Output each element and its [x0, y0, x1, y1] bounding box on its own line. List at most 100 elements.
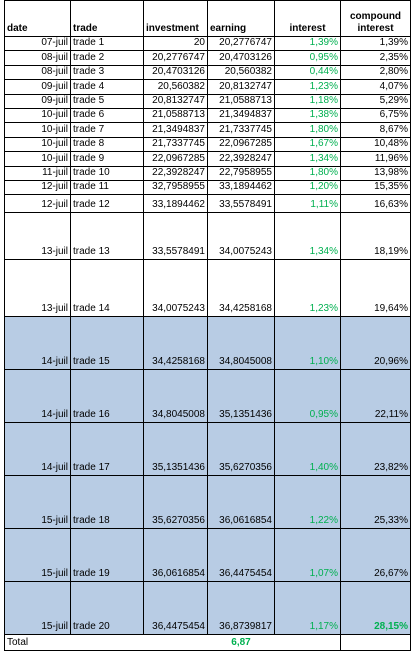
- data-row: 12-juil trade 11 32,7958955 33,1894462 1,20%…: [4, 179, 411, 196]
- cell: 20: [143, 35, 208, 52]
- cell: 36,0616854: [143, 528, 208, 583]
- cell: trade 12: [70, 194, 144, 214]
- header-cell: trade: [70, 0, 144, 37]
- cell: 11-juil: [4, 165, 71, 181]
- cell: 15-juil: [4, 528, 71, 583]
- data-row: 15-juil trade 19 36,0616854 36,4475454 1,07%…: [4, 528, 411, 583]
- empty-cell: [70, 634, 144, 652]
- cell: 19,64%: [340, 259, 411, 318]
- cell: 20,2776747: [207, 35, 275, 52]
- cell: 1,40%: [274, 422, 341, 477]
- total-value: 6,87: [207, 634, 275, 652]
- cell: 1,10%: [274, 316, 341, 371]
- cell: 09-juil: [4, 93, 71, 109]
- data-row: 15-juil trade 18 35,6270356 36,0616854 1,22%…: [4, 475, 411, 530]
- cell: trade 6: [70, 107, 144, 124]
- cell: 6,75%: [340, 107, 411, 124]
- cell: 22,3928247: [207, 151, 275, 167]
- cell: 34,8045008: [143, 369, 208, 424]
- cell: 35,1351436: [143, 422, 208, 477]
- cell: trade 14: [70, 259, 144, 318]
- cell: 35,6270356: [143, 475, 208, 530]
- cell: 21,3494837: [143, 122, 208, 138]
- cell: 33,5578491: [143, 212, 208, 261]
- cell: 26,67%: [340, 528, 411, 583]
- cell: 1,23%: [274, 259, 341, 318]
- cell: trade 15: [70, 316, 144, 371]
- cell: 1,11%: [274, 194, 341, 214]
- cell: trade 5: [70, 93, 144, 109]
- cell: trade 10: [70, 165, 144, 181]
- cell: 0,44%: [274, 64, 341, 81]
- cell: 23,82%: [340, 422, 411, 477]
- cell: trade 3: [70, 64, 144, 81]
- cell: 21,7337745: [207, 122, 275, 138]
- cell: 35,1351436: [207, 369, 275, 424]
- cell: trade 16: [70, 369, 144, 424]
- cell: 0,95%: [274, 369, 341, 424]
- header-cell: investment: [143, 0, 208, 37]
- table-body: 07-juil trade 1 20 20,2776747 1,39% 1,39% 08-j…: [4, 35, 411, 652]
- cell: 8,67%: [340, 122, 411, 138]
- cell: trade 8: [70, 136, 144, 153]
- spreadsheet: date trade investment earning interest compou…: [4, 0, 411, 652]
- cell: trade 17: [70, 422, 144, 477]
- cell: 1,39%: [340, 35, 411, 52]
- cell: 07-juil: [4, 35, 71, 52]
- cell: 22,7958955: [207, 165, 275, 181]
- cell: trade 18: [70, 475, 144, 530]
- cell: 20,4703126: [143, 64, 208, 81]
- cell: 20,560382: [207, 64, 275, 81]
- cell: 22,11%: [340, 369, 411, 424]
- data-row: 08-juil trade 2 20,2776747 20,4703126 0,95% 2…: [4, 50, 411, 66]
- empty-cell: [340, 634, 411, 652]
- cell: 10-juil: [4, 151, 71, 167]
- cell: 1,80%: [274, 165, 341, 181]
- cell: 1,39%: [274, 35, 341, 52]
- cell: 1,38%: [274, 107, 341, 124]
- cell: 21,0588713: [143, 107, 208, 124]
- cell: 0,95%: [274, 50, 341, 66]
- data-row: 10-juil trade 8 21,7337745 22,0967285 1,67% 1…: [4, 136, 411, 153]
- cell: 14-juil: [4, 422, 71, 477]
- data-row: 10-juil trade 9 22,0967285 22,3928247 1,34% 1…: [4, 151, 411, 167]
- total-label: Total: [4, 634, 71, 652]
- cell: 13-juil: [4, 212, 71, 261]
- cell: 09-juil: [4, 79, 71, 95]
- cell: 1,80%: [274, 122, 341, 138]
- cell: trade 11: [70, 179, 144, 196]
- cell: 1,34%: [274, 151, 341, 167]
- cell: 18,19%: [340, 212, 411, 261]
- data-row: 12-juil trade 12 33,1894462 33,5578491 1,11%…: [4, 194, 411, 214]
- cell: 25,33%: [340, 475, 411, 530]
- cell: 33,1894462: [143, 194, 208, 214]
- data-row: 10-juil trade 7 21,3494837 21,7337745 1,80% 8…: [4, 122, 411, 138]
- data-row: 11-juil trade 10 22,3928247 22,7958955 1,80%…: [4, 165, 411, 181]
- cell: 36,4475454: [143, 581, 208, 636]
- empty-cell: [274, 634, 341, 652]
- cell: 10-juil: [4, 107, 71, 124]
- cell: 21,0588713: [207, 93, 275, 109]
- data-row: 13-juil trade 14 34,0075243 34,4258168 1,23%…: [4, 259, 411, 318]
- data-row: 09-juil trade 5 20,8132747 21,0588713 1,18% 5…: [4, 93, 411, 109]
- cell: 20,4703126: [207, 50, 275, 66]
- cell: 16,63%: [340, 194, 411, 214]
- cell: 13-juil: [4, 259, 71, 318]
- cell: 20,8132747: [143, 93, 208, 109]
- cell: 12-juil: [4, 194, 71, 214]
- data-row: 09-juil trade 4 20,560382 20,8132747 1,23% 4,…: [4, 79, 411, 95]
- cell: 28,15%: [340, 581, 411, 636]
- cell: trade 2: [70, 50, 144, 66]
- cell: 10-juil: [4, 136, 71, 153]
- cell: 10-juil: [4, 122, 71, 138]
- cell: 15-juil: [4, 475, 71, 530]
- data-row: 10-juil trade 6 21,0588713 21,3494837 1,38% 6…: [4, 107, 411, 124]
- cell: 10,48%: [340, 136, 411, 153]
- data-row: 08-juil trade 3 20,4703126 20,560382 0,44% 2,…: [4, 64, 411, 81]
- cell: 35,6270356: [207, 422, 275, 477]
- cell: 1,20%: [274, 179, 341, 196]
- cell: 1,17%: [274, 581, 341, 636]
- cell: trade 1: [70, 35, 144, 52]
- cell: 21,7337745: [143, 136, 208, 153]
